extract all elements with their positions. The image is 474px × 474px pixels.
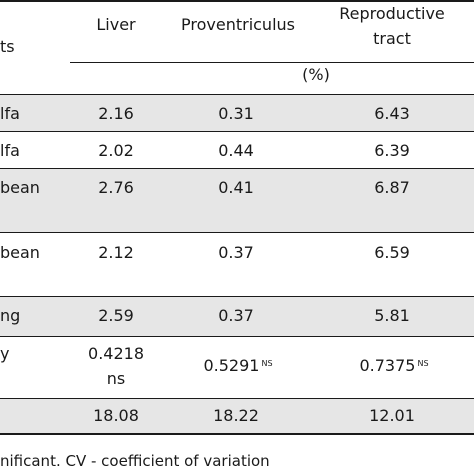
header-reproductive-line1: Reproductive [339,4,445,23]
cell-liver-pvalue: 0.4218 [88,344,144,363]
cell-reproductive: 6.39 [374,141,410,160]
cell-proventriculus: 0.31 [218,104,254,123]
header-unit: (%) [302,65,330,84]
header-sub-rule [70,62,474,63]
table-top-rule [0,0,474,2]
table-footnote: nificant. CV - coefficient of variation [0,452,270,470]
row-rule [0,336,474,337]
cell-proventriculus-cv: 18.22 [213,406,259,425]
cell-liver: 2.76 [98,178,134,197]
row-band [0,95,474,131]
cell-liver: 2.02 [98,141,134,160]
row-rule [0,131,474,132]
header-bottom-rule [0,94,474,95]
header-liver: Liver [96,15,136,34]
table-bottom-rule [0,433,474,435]
cell-proventriculus: 0.37 [218,243,254,262]
significance-mark: NS [261,359,273,368]
row-rule [0,168,474,169]
row-band [0,168,474,232]
cell-proventriculus: 0.41 [218,178,254,197]
cell-reproductive-pvalue: 0.7375 NS [359,356,428,375]
pvalue-text: 0.7375 [359,356,416,375]
header-left-fragment: ts [0,37,15,56]
row-label: bean [0,178,40,197]
row-label: bean [0,243,40,262]
row-rule [0,232,474,233]
cell-reproductive: 5.81 [374,306,410,325]
cell-liver: 2.59 [98,306,134,325]
row-band [0,296,474,336]
cell-liver-significance: ns [106,369,126,388]
row-label: lfa [0,104,20,123]
cell-reproductive: 6.87 [374,178,410,197]
cell-reproductive-cv: 12.01 [369,406,415,425]
significance-mark: NS [417,359,429,368]
cell-proventriculus: 0.44 [218,141,254,160]
row-rule [0,296,474,297]
cell-liver-cv: 18.08 [93,406,139,425]
row-label: lfa [0,141,20,160]
cell-proventriculus-pvalue: 0.5291 NS [203,356,272,375]
pvalue-text: 0.5291 [203,356,260,375]
stats-row-label: y [0,344,10,363]
cell-reproductive: 6.43 [374,104,410,123]
row-rule [0,398,474,399]
header-reproductive-line2: tract [373,29,411,48]
cell-reproductive: 6.59 [374,243,410,262]
cell-proventriculus: 0.37 [218,306,254,325]
cell-liver: 2.16 [98,104,134,123]
header-proventriculus: Proventriculus [181,15,295,34]
row-label: ng [0,306,21,325]
cell-liver: 2.12 [98,243,134,262]
row-band [0,398,474,433]
